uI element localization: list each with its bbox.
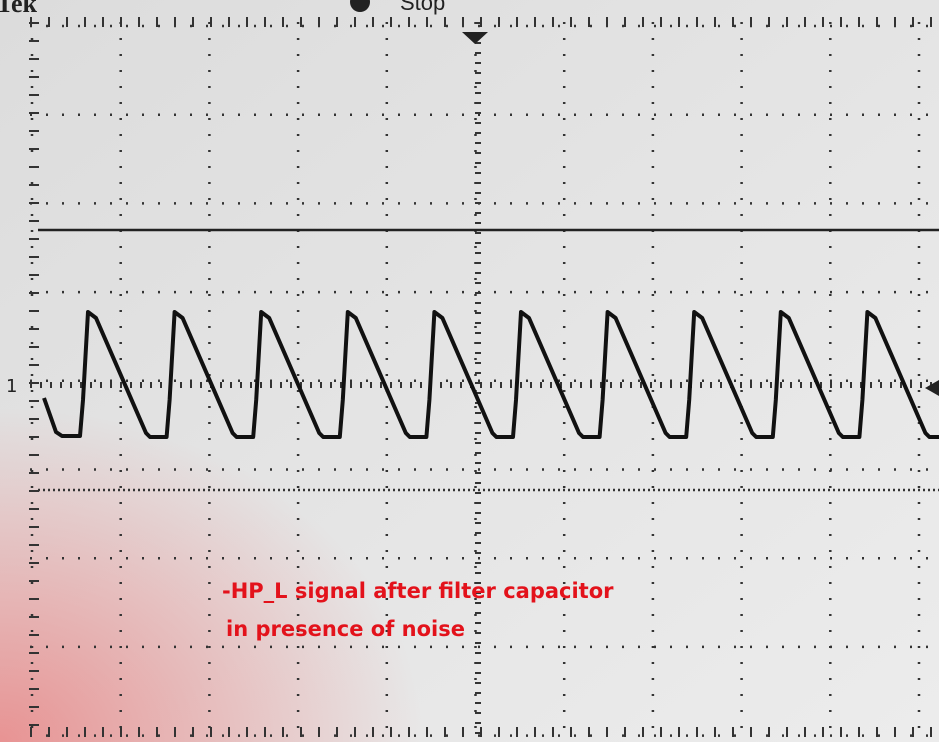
tint bbox=[0, 0, 939, 742]
annotation-line: -HP_L signal after filter capacitor bbox=[222, 579, 614, 603]
brand: Tek bbox=[0, 0, 37, 18]
channel-marker: 1 bbox=[6, 376, 17, 397]
oscilloscope-photo: Tek Stop 1 -HP_L signal after filter cap… bbox=[0, 0, 939, 742]
status: Stop bbox=[400, 0, 445, 15]
annotation-line: in presence of noise bbox=[226, 617, 465, 641]
